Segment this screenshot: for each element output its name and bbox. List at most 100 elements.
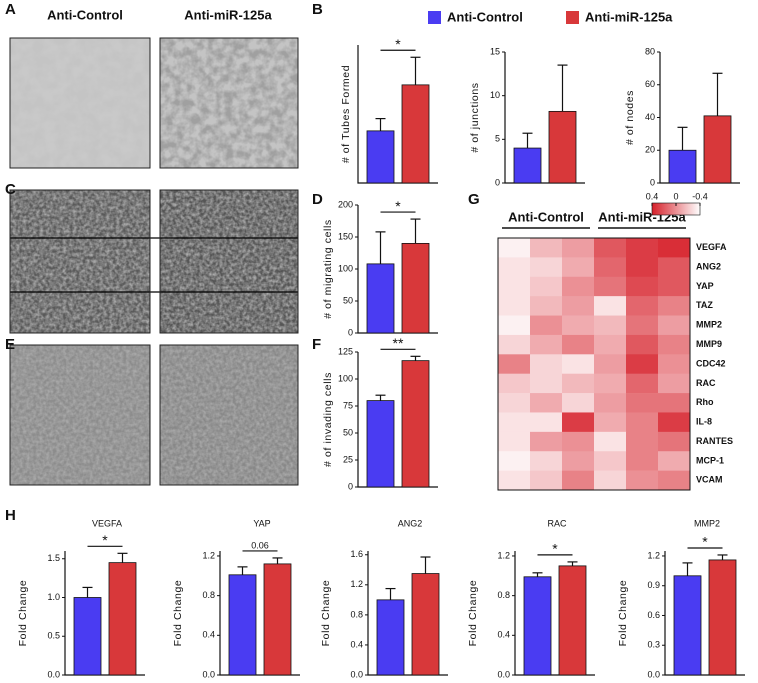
- chart-title: ANG2: [398, 518, 423, 528]
- heatmap-cell: [594, 393, 627, 413]
- panel-label: C: [5, 181, 16, 198]
- bar: [228, 574, 257, 676]
- y-tick-label: 1.6: [350, 549, 363, 559]
- y-axis-label: # of junctions: [469, 82, 481, 152]
- row-label: MCP-1: [696, 455, 724, 465]
- heatmap-cell: [626, 334, 659, 355]
- y-tick-label: 10: [490, 90, 500, 100]
- frame: [159, 344, 299, 486]
- micrograph-texture: [10, 345, 150, 485]
- colorbar-tick-label: 0.4: [646, 191, 659, 201]
- heatmap-cell: [658, 354, 691, 374]
- heatmap-cell: [626, 451, 659, 471]
- frame: [9, 37, 151, 169]
- y-tick-label: 0: [348, 481, 353, 491]
- y-tick-label: 100: [338, 263, 353, 273]
- row-label: YAP: [696, 281, 714, 291]
- y-tick-label: 1.2: [202, 550, 215, 560]
- y-tick-label: 40: [645, 112, 655, 122]
- heatmap-cell: [562, 296, 595, 316]
- heatmap-cell: [626, 393, 659, 413]
- row-label: ANG2: [696, 261, 721, 271]
- heatmap-cell: [530, 315, 563, 336]
- bar: [366, 400, 395, 488]
- heatmap-cell: [594, 412, 627, 433]
- heatmap-cell: [658, 393, 691, 413]
- heatmap-cell: [530, 373, 563, 394]
- y-axis-label: Fold Change: [467, 580, 479, 647]
- heatmap-cell: [658, 238, 691, 258]
- y-tick-label: 80: [645, 46, 655, 56]
- bar: [366, 130, 395, 184]
- y-axis-label: # of nodes: [624, 90, 636, 145]
- heatmap-cell: [498, 276, 531, 297]
- bar: [263, 563, 292, 676]
- heatmap-cell: [658, 451, 691, 471]
- y-tick-label: 0.4: [202, 630, 215, 640]
- heatmap-cell: [530, 257, 563, 278]
- y-tick-label: 150: [338, 231, 353, 241]
- heatmap-cell: [626, 296, 659, 316]
- y-tick-label: 0.9: [647, 580, 660, 590]
- heatmap-cell: [562, 238, 595, 258]
- heatmap-cell: [530, 296, 563, 316]
- row-label: MMP2: [696, 320, 722, 330]
- y-tick-label: 60: [645, 79, 655, 89]
- heatmap-cell: [530, 393, 563, 413]
- y-axis-label: # of invading cells: [322, 372, 334, 467]
- frame: [9, 344, 151, 486]
- heatmap-cell: [626, 276, 659, 297]
- row-label: VCAM: [696, 475, 723, 485]
- y-tick-label: 0.4: [350, 639, 363, 649]
- bar: [708, 559, 737, 676]
- heatmap-cell: [562, 431, 595, 452]
- heatmap-cell: [626, 431, 659, 452]
- row-label: Rho: [696, 397, 714, 407]
- legend-label: Anti-miR-125a: [585, 9, 673, 24]
- heatmap-cell: [594, 276, 627, 297]
- heatmap-cell: [658, 412, 691, 433]
- colorbar-tick-label: -0.4: [692, 191, 708, 201]
- heatmap-cell: [562, 354, 595, 374]
- heatmap-cell: [562, 315, 595, 336]
- heatmap-cell: [498, 470, 531, 491]
- chart-title: VEGFA: [92, 518, 122, 528]
- legend-swatch: [428, 11, 441, 24]
- micrograph-texture: [160, 38, 298, 168]
- panel-label: A: [5, 1, 16, 18]
- column-header: Anti-Control: [47, 7, 123, 22]
- heatmap-cell: [530, 451, 563, 471]
- micrograph-texture: [10, 38, 150, 168]
- panel-label: F: [312, 336, 321, 353]
- heatmap-cell: [530, 431, 563, 452]
- row-label: CDC42: [696, 358, 726, 368]
- micrographs: [9, 37, 299, 486]
- panel-label: H: [5, 507, 16, 524]
- y-tick-label: 1.2: [350, 579, 363, 589]
- y-tick-label: 0.5: [47, 631, 60, 641]
- significance-label: *: [102, 532, 108, 548]
- heatmap-cell: [626, 354, 659, 374]
- heatmap-cell: [498, 354, 531, 374]
- y-tick-label: 15: [490, 46, 500, 56]
- legend-swatch: [566, 11, 579, 24]
- heatmap-cell: [562, 334, 595, 355]
- bar: [401, 84, 430, 184]
- heatmap-cell: [498, 412, 531, 433]
- row-label: IL-8: [696, 417, 712, 427]
- heatmap-cell: [562, 470, 595, 491]
- chart-title: MMP2: [694, 518, 720, 528]
- chart-title: RAC: [547, 518, 567, 528]
- bar: [401, 242, 430, 334]
- heatmap-cell: [658, 276, 691, 297]
- y-tick-label: 50: [343, 295, 353, 305]
- y-tick-label: 100: [338, 373, 353, 383]
- micrograph-texture: [160, 190, 298, 333]
- column-header: Anti-miR-125a: [184, 7, 272, 22]
- row-label: VEGFA: [696, 242, 727, 252]
- heatmap-cell: [626, 257, 659, 278]
- y-tick-label: 1.5: [47, 553, 60, 563]
- heatmap-cell: [594, 238, 627, 258]
- frame: [159, 189, 299, 334]
- heatmap-cell: [562, 373, 595, 394]
